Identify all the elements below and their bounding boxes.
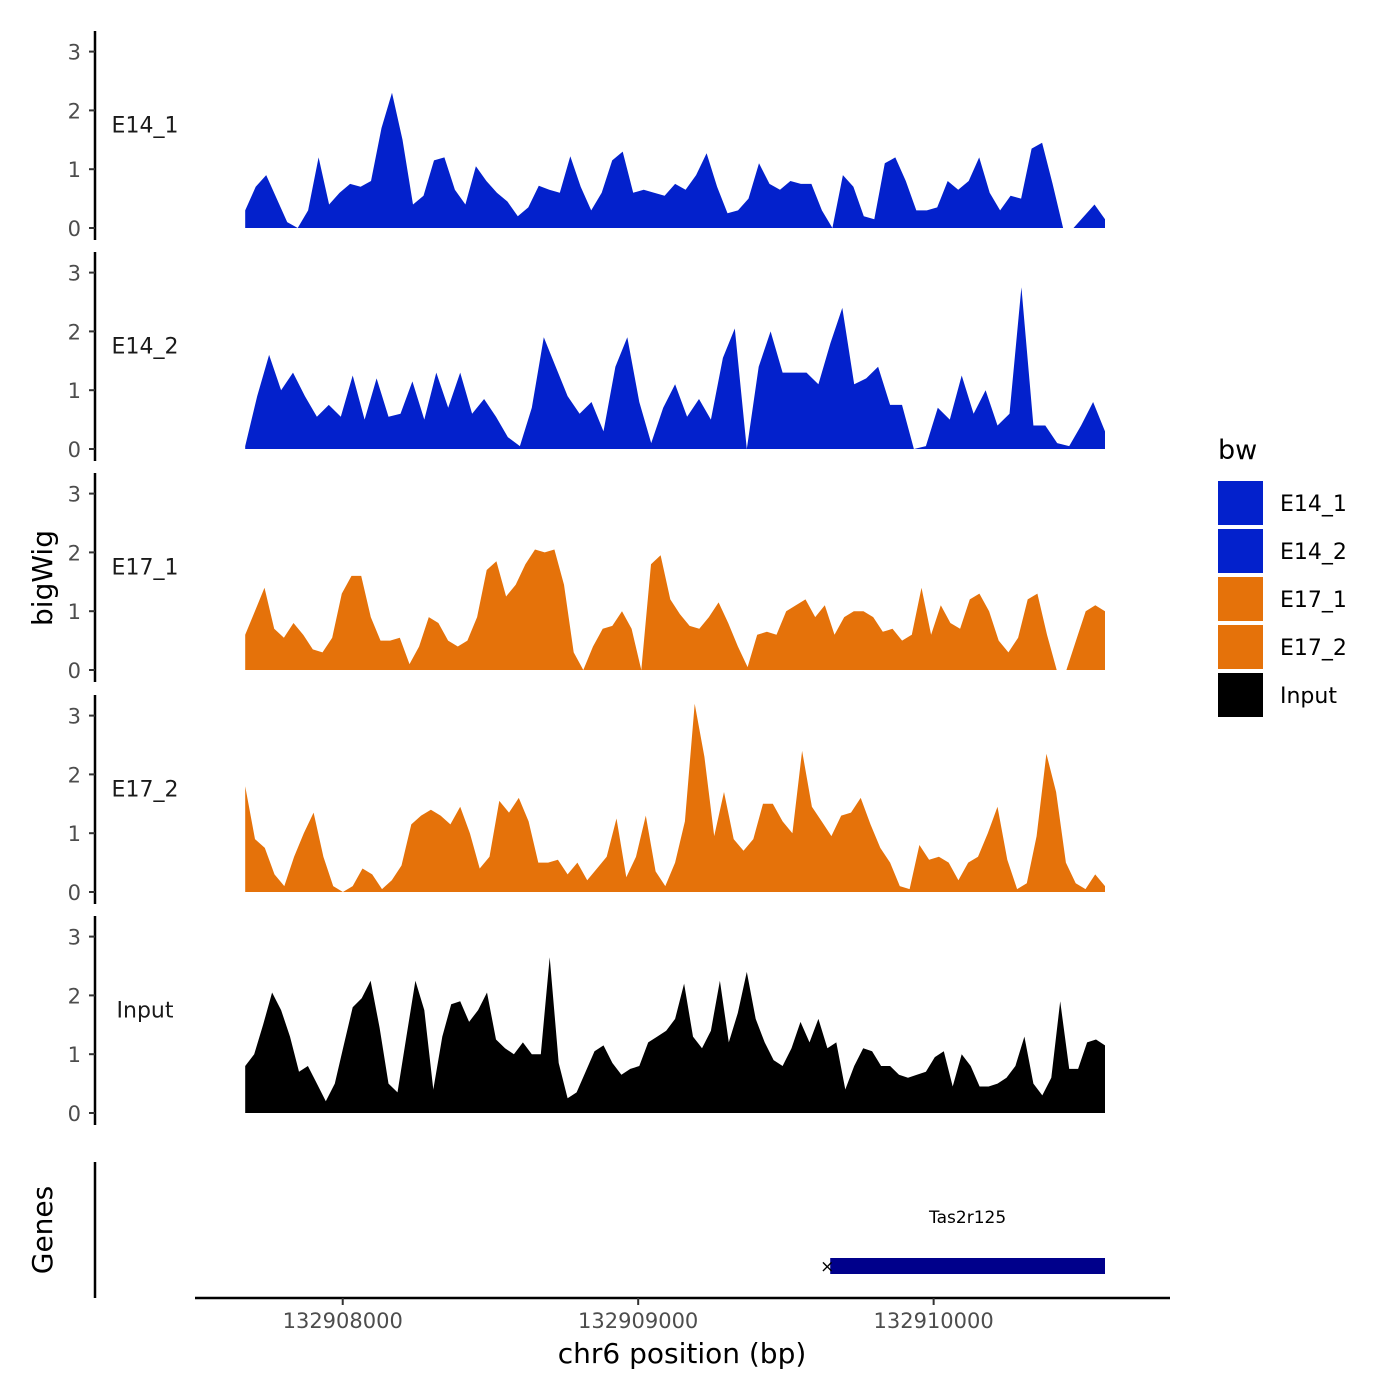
coverage-area-e17-1 bbox=[245, 549, 1105, 670]
track-e17-1: 0 1 2 3 E17_1 bbox=[68, 473, 1105, 683]
legend-swatch-input bbox=[1218, 673, 1263, 717]
track-label: E17_2 bbox=[112, 778, 179, 803]
legend-swatch-e14-1 bbox=[1218, 481, 1263, 525]
x-tick-label: 132909000 bbox=[578, 1309, 698, 1333]
y-tick-label: 1 bbox=[68, 600, 81, 624]
track-input: 0 1 2 3 Input bbox=[68, 916, 1105, 1126]
legend-label: E17_2 bbox=[1280, 636, 1347, 661]
y-tick-label: 0 bbox=[68, 438, 81, 462]
y-tick-label: 3 bbox=[68, 705, 81, 729]
track-e17-2: 0 1 2 3 E17_2 bbox=[68, 695, 1105, 905]
y-tick-label: 3 bbox=[68, 926, 81, 950]
legend-label: E14_2 bbox=[1280, 540, 1347, 565]
y-tick-label: 3 bbox=[68, 483, 81, 507]
track-label: E14_2 bbox=[112, 335, 179, 360]
coverage-area-e14-1 bbox=[245, 92, 1105, 228]
coverage-area-input bbox=[245, 957, 1105, 1113]
y-tick-label: 1 bbox=[68, 1043, 81, 1067]
track-e14-2: 0 1 2 3 E14_2 bbox=[68, 252, 1105, 462]
y-tick-label: 2 bbox=[68, 541, 81, 565]
y-tick-label: 2 bbox=[68, 99, 81, 123]
gene-strand-marker: × bbox=[820, 1257, 834, 1277]
y-tick-label: 0 bbox=[68, 881, 81, 905]
coverage-area-e17-2 bbox=[245, 703, 1105, 892]
genes-panel: Genes Tas2r125 × bbox=[26, 1162, 1105, 1298]
gene-body bbox=[830, 1258, 1105, 1274]
legend-swatch-e17-1 bbox=[1218, 577, 1263, 621]
y-tick-label: 2 bbox=[68, 320, 81, 344]
y-tick-label: 2 bbox=[68, 763, 81, 787]
y-tick-label: 1 bbox=[68, 379, 81, 403]
legend-label: Input bbox=[1280, 684, 1337, 709]
y-tick-label: 0 bbox=[68, 217, 81, 241]
x-tick-label: 132908000 bbox=[283, 1309, 403, 1333]
track-label: E14_1 bbox=[112, 114, 179, 139]
y-tick-label: 3 bbox=[68, 41, 81, 65]
x-tick-label: 132910000 bbox=[874, 1309, 994, 1333]
x-axis-title: chr6 position (bp) bbox=[558, 1337, 807, 1370]
y-axis-title-group: bigWig bbox=[26, 530, 59, 626]
genes-title: Genes bbox=[26, 1186, 59, 1274]
y-axis-title: bigWig bbox=[26, 530, 59, 626]
y-tick-label: 0 bbox=[68, 1102, 81, 1126]
legend: bw E14_1 E14_2 E17_1 E17_2 Input bbox=[1218, 435, 1347, 717]
legend-swatch-e17-2 bbox=[1218, 625, 1263, 669]
legend-swatch-e14-2 bbox=[1218, 529, 1263, 573]
y-tick-label: 1 bbox=[68, 158, 81, 182]
gene-label: Tas2r125 bbox=[928, 1208, 1006, 1228]
track-e14-1: 0 1 2 3 E14_1 bbox=[68, 31, 1105, 241]
track-label: Input bbox=[117, 999, 174, 1024]
y-tick-label: 2 bbox=[68, 984, 81, 1008]
coverage-tracks: 0 1 2 3 E14_1 0 1 2 3 E14_2 0 1 2 3 E17_1 0 1 2 3 E17_2 0 1 2 3… bbox=[68, 31, 1105, 1126]
legend-label: E14_1 bbox=[1280, 492, 1347, 517]
y-tick-label: 1 bbox=[68, 822, 81, 846]
track-label: E17_1 bbox=[112, 556, 179, 581]
y-tick-label: 0 bbox=[68, 659, 81, 683]
x-axis: 132908000 132909000 132910000 bbox=[195, 1296, 1170, 1333]
legend-title: bw bbox=[1218, 435, 1257, 466]
coverage-area-e14-2 bbox=[245, 287, 1105, 449]
y-tick-label: 3 bbox=[68, 262, 81, 286]
legend-label: E17_1 bbox=[1280, 588, 1347, 613]
